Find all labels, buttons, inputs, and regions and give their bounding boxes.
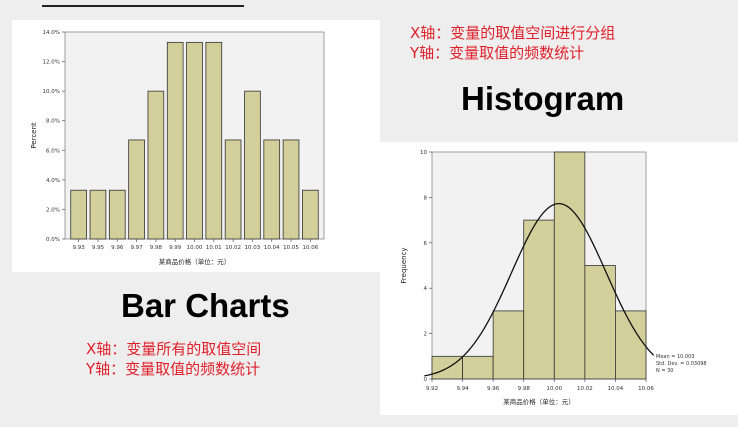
stats-label: Std. Dev. = 0.03098 [656, 361, 707, 367]
bar-x-note: X轴：变量所有的取值空间 [86, 340, 262, 358]
y-tick-label: 4.0% [46, 178, 60, 184]
x-tick-label: 10.04 [264, 245, 280, 251]
y-tick-label: 8.0% [46, 119, 60, 125]
bar [166, 41, 184, 240]
histogram-notes: X轴：变量的取值空间进行分组 Y轴：变量取值的频数统计 [410, 23, 615, 63]
x-tick-label: 10.03 [245, 245, 261, 251]
x-tick-label: 9.97 [130, 245, 143, 251]
y-axis-label: Frequency [400, 247, 408, 283]
y-tick-label: 14.0% [43, 30, 60, 36]
y-tick-label: 12.0% [43, 60, 60, 66]
x-tick-label: 9.99 [169, 245, 182, 251]
y-tick-label: 0 [424, 377, 428, 383]
x-tick-label: 10.01 [206, 245, 222, 251]
histogram-x-note: X轴：变量的取值空间进行分组 [410, 24, 616, 42]
x-tick-label: 10.06 [638, 386, 654, 392]
bar-chart: 0.0% 2.0% 4.0% 6.0% 8.0% 10.0% 12.0% 14.0% 9.93 9… [30, 30, 325, 266]
bar-chart-panel: 0.0% 2.0% 4.0% 6.0% 8.0% 10.0% 12.0% 14.0% 9.93 9… [12, 20, 380, 272]
stats-label: N = 30 [656, 368, 673, 374]
stats-label: Mean = 10.003 [656, 354, 695, 360]
y-tick-label: 2 [424, 332, 428, 338]
top-rule [42, 5, 244, 7]
x-tick-label: 9.93 [73, 245, 86, 251]
histogram-bar [462, 355, 494, 380]
y-tick-label: 2.0% [46, 207, 60, 213]
normal-curve [424, 202, 655, 377]
x-tick-label: 9.96 [111, 245, 124, 251]
x-axis-label: 某商品价格（单位：元） [503, 397, 575, 406]
bar [205, 41, 223, 240]
histogram-heading: Histogram [461, 80, 625, 117]
x-tick-label: 10.04 [608, 386, 624, 392]
histogram-bar [584, 265, 616, 380]
bar-y-note: Y轴：变量取值的频数统计 [86, 360, 261, 378]
histogram-bar [492, 310, 525, 380]
x-tick-label: 9.92 [426, 386, 438, 392]
bar [263, 139, 281, 240]
bar [108, 189, 126, 240]
histogram-bar [553, 151, 586, 380]
x-tick-label: 10.06 [302, 245, 318, 251]
bar-charts-heading: Bar Charts [121, 287, 290, 324]
x-tick-label: 9.95 [92, 245, 105, 251]
bar [70, 189, 87, 240]
bar [282, 139, 300, 240]
y-tick-label: 4 [424, 286, 428, 292]
y-tick-label: 10.0% [43, 89, 60, 95]
bar [224, 139, 242, 240]
y-tick-label: 0.0% [46, 237, 60, 243]
x-tick-label: 9.96 [487, 386, 500, 392]
x-tick-label: 10.05 [283, 245, 299, 251]
x-tick-label: 10.02 [577, 386, 593, 392]
y-tick-label: 8 [424, 195, 428, 201]
histogram-bar [615, 310, 647, 380]
bar [244, 90, 261, 240]
x-tick-label: 9.98 [518, 386, 531, 392]
x-tick-label: 10.00 [546, 386, 562, 392]
x-tick-label: 9.94 [456, 386, 469, 392]
bar [147, 90, 165, 240]
bar [89, 189, 107, 240]
x-axis-label: 某商品价格（单位：元） [159, 257, 231, 266]
y-tick-label: 6 [424, 241, 428, 247]
bar [128, 139, 145, 240]
y-axis-label: Percent [30, 122, 38, 149]
histogram-bar [523, 219, 555, 380]
histogram-y-note: Y轴：变量取值的频数统计 [410, 44, 585, 62]
bar [302, 189, 319, 240]
bar-chart-notes: X轴：变量所有的取值空间 Y轴：变量取值的频数统计 [86, 339, 261, 379]
y-tick-label: 10 [420, 150, 427, 156]
bar [186, 41, 203, 240]
x-tick-label: 9.98 [150, 245, 163, 251]
histogram-chart: 0 2 4 6 8 10 9.92 9.94 9.96 9.98 10.00 10.02 10.04 10… [400, 150, 707, 406]
y-tick-label: 6.0% [46, 148, 60, 154]
histogram-panel: 0 2 4 6 8 10 9.92 9.94 9.96 9.98 10.00 10.02 10.04 10… [380, 142, 738, 415]
x-tick-label: 10.02 [225, 245, 241, 251]
x-tick-label: 10.00 [187, 245, 203, 251]
